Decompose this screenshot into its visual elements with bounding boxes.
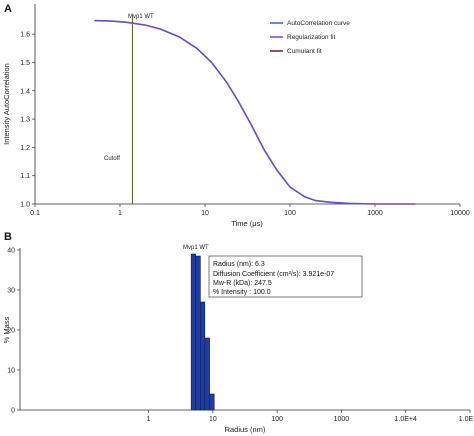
series-line-regularization-fit xyxy=(94,20,416,205)
a-y-tick-label: 1.2 xyxy=(20,145,30,152)
a-x-tick-label: 10000 xyxy=(450,210,470,217)
a-y-tick-label: 1.0 xyxy=(20,202,30,209)
a-x-tick-label: 0.1 xyxy=(30,210,40,217)
a-x-tick-label: 1 xyxy=(118,210,122,217)
b-x-tick-label: 1.0E+5 xyxy=(459,416,474,423)
info-box-frame xyxy=(208,255,363,298)
a-x-tick-label: 10 xyxy=(201,210,209,217)
b-y-tick-label: 40 xyxy=(7,248,15,255)
a-y-tick-label: 1.1 xyxy=(20,173,30,180)
a-x-tick-label: 100 xyxy=(284,210,296,217)
cutoff-label: Cutoff xyxy=(104,156,120,162)
autocorrelation-chart: Intensity AutoCorrelation Time (μs) Auto… xyxy=(2,4,470,228)
a-y-tick-label: 1.5 xyxy=(20,60,30,67)
b-x-tick-label: 100 xyxy=(271,416,283,423)
panel-a-label: A xyxy=(4,3,12,15)
b-x-tick-label: 1000 xyxy=(334,416,350,423)
size-distribution-chart: % Mass Radius (nm) Mvp1 WT Radius (nm): … xyxy=(2,245,474,434)
distribution-bar xyxy=(190,253,196,411)
b-sample-label: Mvp1 WT xyxy=(183,245,209,251)
a-y-tick-label: 1.6 xyxy=(20,32,30,39)
b-x-tick-label: 10 xyxy=(209,416,217,423)
a-legend: AutoCorrelation curve Regularization fit… xyxy=(270,20,350,55)
a-y-tick-label: 1.3 xyxy=(20,117,30,124)
info-radius: Radius (nm): 6.3 xyxy=(213,261,265,268)
a-x-tick-label: 1000 xyxy=(367,210,383,217)
info-mw: Mw-R (kDa): 247.5 xyxy=(213,280,272,287)
distribution-bar xyxy=(209,393,215,411)
b-x-axis-label: Radius (nm) xyxy=(225,425,266,434)
panel-b-label: B xyxy=(4,231,12,243)
a-x-axis-label: Time (μs) xyxy=(231,219,263,228)
series-line-autocorrelation-curve xyxy=(94,19,416,205)
b-y-axis-label: % Mass xyxy=(2,316,11,343)
info-diffusion: Diffusion Coefficient (cm²/s): 3.921e-07 xyxy=(213,271,334,278)
distribution-bar xyxy=(204,337,210,411)
a-sample-label: Mvp1 WT xyxy=(128,14,154,20)
a-y-axis-label: Intensity AutoCorrelation xyxy=(2,63,11,145)
legend-item-cumulant: Cumulant fit xyxy=(287,48,322,55)
b-y-tick-label: 30 xyxy=(7,288,15,295)
b-y-tick-label: 10 xyxy=(7,368,15,375)
info-intensity: % Intensity : 100.0 xyxy=(213,289,271,296)
legend-item-regularization: Regularization fit xyxy=(287,34,336,41)
b-y-tick-label: 0 xyxy=(11,408,15,415)
distribution-bar xyxy=(200,301,206,411)
a-y-tick-label: 1.4 xyxy=(20,88,30,95)
legend-item-autocorrelation: AutoCorrelation curve xyxy=(287,20,350,27)
b-x-tick-label: 1.0E+4 xyxy=(395,416,417,423)
b-y-tick-label: 20 xyxy=(7,328,15,335)
info-box: Radius (nm): 6.3 Diffusion Coefficient (… xyxy=(208,255,363,298)
distribution-bar xyxy=(195,255,201,411)
b-x-tick-label: 1 xyxy=(147,416,151,423)
